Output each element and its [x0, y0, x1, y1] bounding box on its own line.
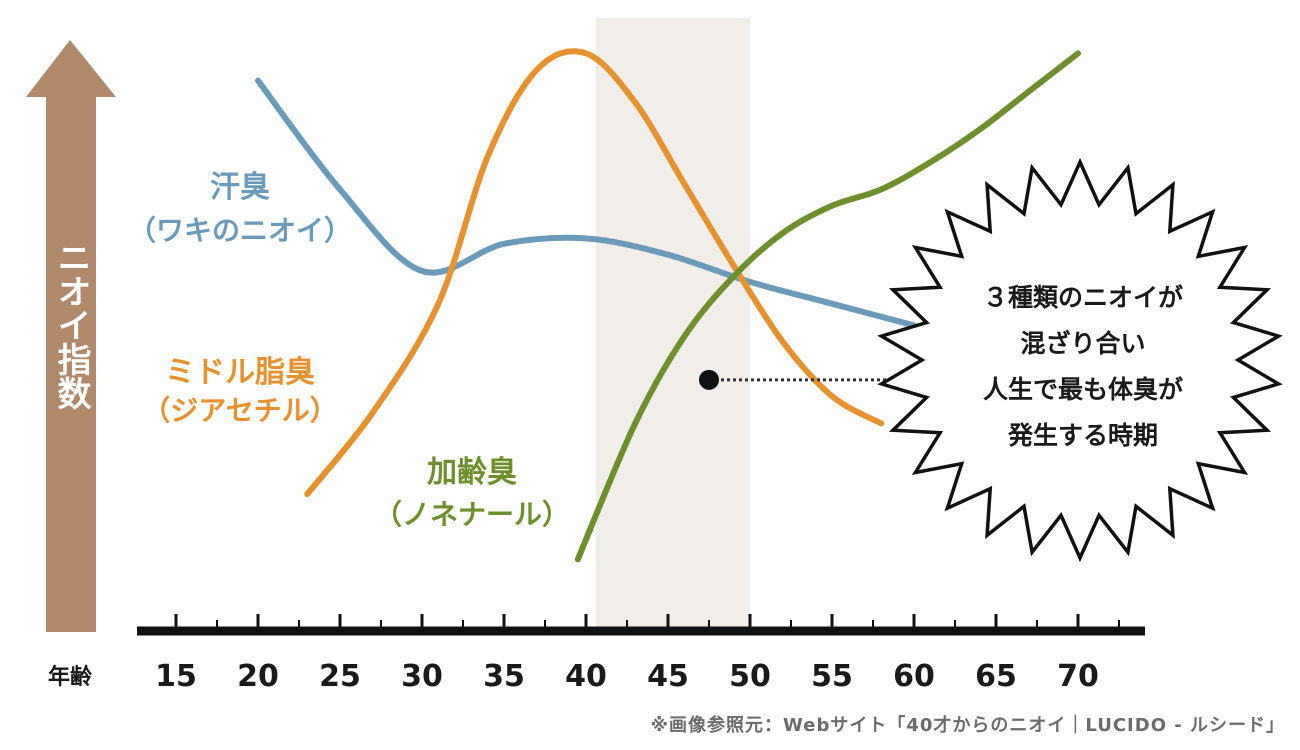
x-tick-label-30: 30 [401, 659, 443, 694]
x-tick-label-50: 50 [729, 659, 771, 694]
series-label-aging: 加齢臭 [427, 455, 517, 490]
x-tick-label-45: 45 [647, 659, 689, 694]
x-tick-label-15: 15 [155, 659, 197, 694]
x-axis-ticks [174, 614, 1120, 631]
x-tick-label-55: 55 [811, 659, 853, 694]
callout-line-2: 混ざり合い [1020, 329, 1145, 358]
source-note: ※画像参照元：Webサイト「40才からのニオイ｜LUCIDO - ルシード」 [651, 714, 1285, 736]
x-tick-label-70: 70 [1057, 659, 1099, 694]
series-labels: 汗臭 （ワキのニオイ） ミドル脂臭 （ジアセチル） 加齢臭 （ノネナール） [128, 170, 570, 531]
callout-burst [877, 157, 1283, 563]
y-axis-arrow-shape [26, 40, 116, 632]
series-sublabel-aging: （ノネナール） [374, 498, 570, 531]
x-axis: 15 20 25 30 35 40 45 50 55 60 65 70 年齢 [48, 614, 1145, 694]
highlight-layer [596, 18, 750, 631]
callout-point [699, 369, 719, 390]
y-axis-arrow: ニオイ指数 [26, 40, 116, 632]
y-axis-label: ニオイ指数 [51, 240, 91, 410]
x-tick-label-20: 20 [237, 659, 279, 694]
series-line-middle-fat [304, 48, 885, 498]
series-label-sweat: 汗臭 [210, 170, 270, 205]
x-axis-tick-labels: 15 20 25 30 35 40 45 50 55 60 65 70 [155, 659, 1099, 694]
callout-line-1: ３種類のニオイが [983, 283, 1183, 312]
x-tick-label-60: 60 [893, 659, 935, 694]
x-tick-label-40: 40 [565, 659, 607, 694]
series-sublabel-middle-fat: （ジアセチル） [142, 394, 337, 427]
x-tick-label-35: 35 [483, 659, 525, 694]
series-layer [255, 48, 1081, 563]
callout-line-3: 人生で最も体臭が [983, 375, 1183, 404]
highlight-band-40-50 [596, 18, 750, 631]
x-axis-label: 年齢 [48, 664, 93, 690]
series-line-aging [574, 50, 1081, 563]
callout-line-4: 発生する時期 [1007, 421, 1158, 450]
series-sublabel-sweat: （ワキのニオイ） [128, 214, 352, 247]
x-tick-label-65: 65 [975, 659, 1017, 694]
series-line-sweat [255, 77, 917, 329]
series-label-middle-fat: ミドル脂臭 [165, 355, 315, 390]
x-tick-label-25: 25 [319, 659, 361, 694]
